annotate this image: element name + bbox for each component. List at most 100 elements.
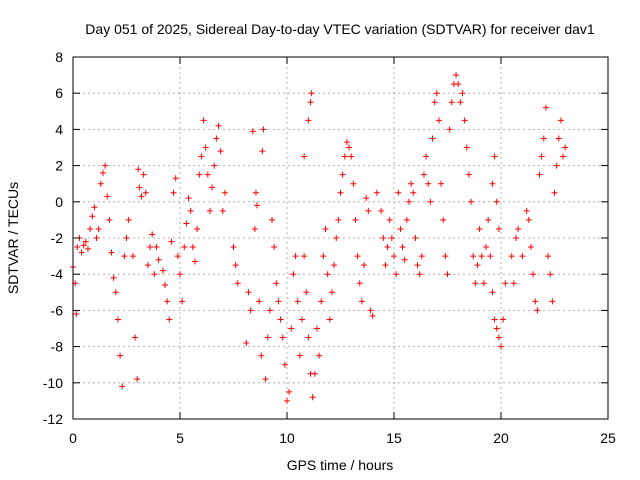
data-point — [341, 153, 348, 160]
data-point — [269, 216, 276, 223]
data-point — [435, 117, 442, 124]
data-point — [138, 193, 145, 200]
y-tick-label: -10 — [43, 375, 63, 391]
y-tick-label: -4 — [51, 266, 64, 282]
data-point — [365, 207, 372, 214]
data-point — [292, 253, 299, 260]
data-point — [384, 244, 391, 251]
data-point — [174, 253, 181, 260]
data-point — [343, 139, 350, 146]
data-point — [155, 256, 162, 263]
data-point — [219, 207, 226, 214]
data-point — [93, 235, 100, 241]
data-point — [433, 90, 440, 97]
data-point — [121, 253, 128, 260]
data-point — [273, 280, 280, 287]
data-point — [483, 244, 490, 251]
y-axis-label: SDTVAR / TECUs — [5, 182, 21, 294]
data-point — [259, 148, 266, 155]
data-point — [350, 180, 357, 187]
data-point — [97, 180, 104, 187]
data-point — [493, 198, 500, 205]
data-point — [179, 298, 186, 305]
data-point — [527, 244, 534, 251]
data-point — [440, 216, 447, 223]
data-point — [480, 280, 487, 287]
y-tick-label: -12 — [43, 411, 63, 427]
data-point — [140, 171, 147, 178]
data-point — [254, 202, 261, 209]
data-point — [196, 171, 203, 178]
data-point — [508, 253, 515, 260]
data-point — [472, 280, 479, 287]
data-point — [198, 153, 205, 160]
data-point — [448, 99, 455, 106]
data-point — [91, 204, 98, 211]
data-point — [532, 298, 539, 305]
data-point — [512, 235, 519, 241]
data-point — [523, 207, 530, 214]
data-point — [534, 307, 541, 314]
data-point — [498, 343, 504, 350]
data-point — [252, 189, 259, 196]
data-point — [249, 128, 256, 135]
data-point — [177, 271, 183, 278]
data-point — [256, 298, 263, 305]
data-point — [234, 280, 241, 287]
data-point — [367, 307, 374, 314]
data-point — [258, 352, 265, 359]
data-point — [305, 334, 312, 341]
data-point — [320, 253, 327, 260]
data-point — [455, 81, 462, 88]
data-point — [493, 325, 500, 332]
data-point — [200, 117, 207, 124]
data-point — [393, 271, 400, 278]
data-point — [476, 225, 483, 232]
data-point — [495, 225, 502, 232]
data-point — [420, 171, 427, 178]
data-point — [117, 352, 124, 359]
data-point — [495, 334, 502, 341]
data-point — [438, 180, 445, 187]
data-point — [89, 213, 96, 220]
data-point — [318, 298, 325, 305]
data-point — [290, 271, 297, 278]
data-point — [209, 184, 216, 191]
data-point — [397, 225, 404, 232]
data-point — [429, 135, 436, 142]
data-point — [399, 244, 406, 251]
data-point — [333, 235, 340, 241]
data-point — [104, 193, 111, 200]
data-point — [264, 334, 271, 341]
data-point — [391, 253, 397, 260]
data-point — [446, 126, 453, 133]
y-tick-label: 0 — [55, 194, 63, 210]
x-tick-label: 25 — [600, 430, 616, 446]
data-point — [134, 376, 141, 383]
data-point — [461, 117, 468, 124]
data-point — [337, 189, 344, 196]
data-point — [215, 122, 222, 129]
data-point — [305, 117, 312, 124]
data-point — [408, 180, 415, 187]
data-point — [386, 216, 393, 223]
data-point — [474, 262, 481, 269]
data-point — [457, 99, 464, 106]
data-point — [418, 253, 425, 260]
data-point — [168, 238, 175, 245]
data-point — [170, 189, 177, 196]
data-point — [187, 207, 194, 214]
data-point — [540, 135, 547, 142]
data-point — [213, 135, 220, 142]
data-point — [363, 195, 370, 202]
data-point — [73, 311, 80, 318]
data-point — [243, 339, 250, 346]
data-point — [348, 153, 355, 160]
data-point — [335, 216, 342, 223]
data-point — [427, 198, 434, 205]
data-point — [232, 262, 239, 269]
data-point — [245, 289, 252, 296]
data-point — [510, 280, 517, 287]
data-point — [142, 189, 149, 196]
